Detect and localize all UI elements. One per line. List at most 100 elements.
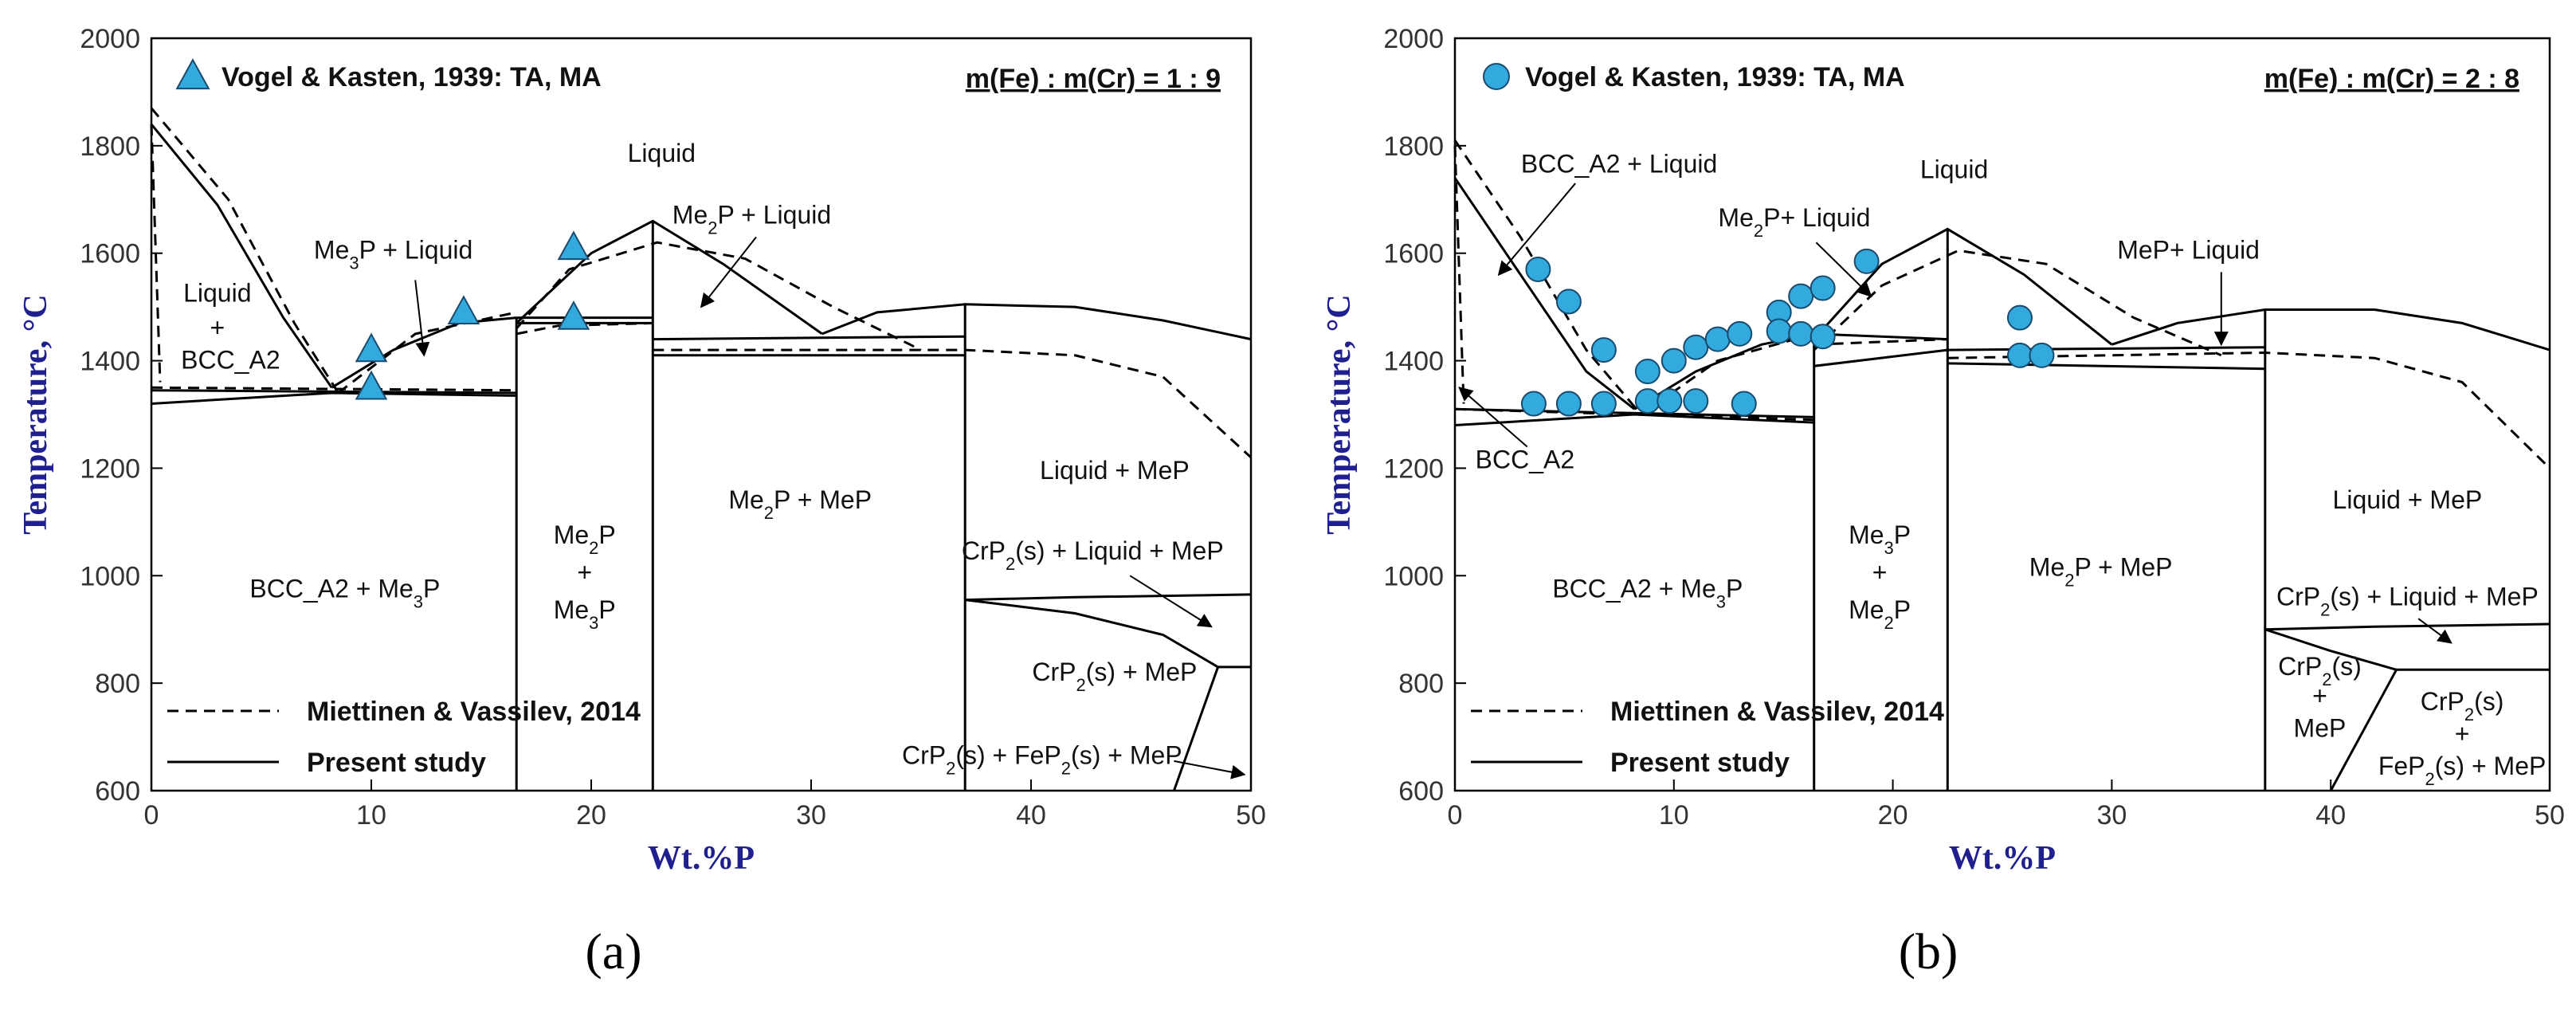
phase-boundary-present-study — [1172, 666, 1220, 791]
phase-label: BCC_A2 + Liquid — [1521, 150, 1717, 179]
phase-boundary-present-study — [965, 599, 1219, 669]
y-tick-label: 800 — [1398, 669, 1444, 699]
data-point — [557, 230, 590, 261]
plot-frame — [1453, 37, 2551, 792]
phase-label: Me2P — [554, 520, 616, 558]
chart-panel-b: 0 10 20 30 40 50 600 800 1000 1200 1400 1600 1800 200… — [1321, 24, 2565, 980]
y-tick-label: 1200 — [1383, 454, 1444, 484]
phase-boundary-present-study — [2264, 628, 2398, 671]
phase-boundary-present-study — [965, 593, 1252, 602]
phase-boundary-miettinen — [516, 241, 922, 351]
phase-boundary-miettinen — [516, 321, 653, 336]
y-tick-label: 1400 — [1383, 347, 1444, 377]
phase-label: Me2P — [1849, 595, 1911, 633]
phase-label: Me2P + MeP — [728, 485, 872, 523]
legend-line-label: Present study — [307, 748, 486, 778]
data-point — [2006, 342, 2033, 368]
x-tick-label: 20 — [576, 800, 606, 830]
y-tick-label: 1200 — [80, 454, 140, 484]
phase-label: CrP2(s) — [2421, 687, 2504, 724]
annotation-arrow — [1129, 575, 1213, 628]
x-tick-label: 30 — [2096, 800, 2127, 830]
phase-label: Liquid — [183, 278, 251, 307]
x-axis-title: Wt.%P — [1949, 840, 2056, 877]
phase-label: MeP — [2294, 714, 2347, 743]
data-point — [1660, 348, 1687, 374]
phase-boundary-present-study — [2111, 308, 2551, 351]
x-tick-label: 10 — [356, 800, 386, 830]
data-point — [1590, 391, 1617, 417]
x-tick-label: 0 — [1448, 800, 1463, 830]
data-point — [355, 370, 388, 400]
phase-boundary-miettinen — [151, 386, 517, 392]
x-tick-label: 10 — [1659, 800, 1689, 830]
data-point — [1520, 391, 1547, 417]
phase-label: Me3P + Liquid — [314, 235, 472, 273]
y-tick-label: 800 — [95, 669, 140, 699]
phase-label: + — [577, 558, 592, 587]
y-tick-label: 1600 — [1383, 239, 1444, 269]
phase-boundary-present-study — [1813, 227, 2113, 346]
data-point — [1853, 248, 1880, 274]
phase-boundary-miettinen — [1454, 407, 1814, 422]
phase-boundary-present-study — [331, 316, 517, 389]
x-tick-label: 40 — [1016, 800, 1046, 830]
annotation-arrow — [1174, 760, 1246, 779]
data-point — [1555, 289, 1582, 315]
plot-frame — [150, 37, 1253, 792]
y-axis-title: Temperature, °C — [18, 294, 54, 534]
legend-line-label: Miettinen & Vassilev, 2014 — [307, 697, 641, 727]
annotation-arrow — [1497, 183, 1576, 277]
data-point — [1727, 320, 1753, 347]
phase-label: BCC_A2 + Me3P — [1552, 574, 1743, 611]
chart-panel-a: 0 10 20 30 40 50 600 800 1000 1200 1400 1600 1800 200… — [18, 24, 1266, 980]
data-point — [1731, 391, 1757, 417]
phase-boundary-present-study — [150, 123, 333, 389]
phase-label: CrP2(s) + Liquid + MeP — [962, 536, 1224, 574]
y-tick-label: 600 — [1398, 776, 1444, 807]
data-point — [1590, 337, 1617, 363]
phase-label: CrP2(s) + Liquid + MeP — [2276, 582, 2539, 619]
composition-ratio-label: m(Fe) : m(Cr) = 2 : 8 — [2264, 64, 2519, 94]
y-tick-label: 2000 — [80, 24, 140, 54]
data-point — [1634, 388, 1660, 414]
y-tick-label: 2000 — [1383, 24, 1444, 54]
phase-label: Liquid — [628, 139, 696, 167]
annotation-arrow — [1815, 241, 1872, 297]
y-tick-label: 1600 — [80, 239, 140, 269]
phase-label: CrP2(s) + FeP2(s) + MeP — [902, 740, 1182, 778]
phase-boundary-present-study — [1813, 348, 1948, 367]
phase-label: Liquid — [1920, 155, 1988, 183]
phase-boundary-present-study — [821, 303, 1252, 341]
y-tick-label: 1000 — [80, 561, 140, 591]
data-point — [2006, 304, 2033, 331]
data-point — [1525, 256, 1551, 282]
data-point — [1788, 320, 1814, 347]
phase-label: + — [2455, 719, 2470, 748]
x-tick-label: 0 — [144, 800, 159, 830]
phase-boundary-miettinen — [150, 107, 339, 394]
phase-label: CrP2(s) — [2278, 652, 2362, 689]
phase-label: + — [210, 313, 225, 342]
phase-boundary-miettinen — [150, 124, 162, 383]
legend-experimental-label: Vogel & Kasten, 1939: TA, MA — [1525, 62, 1905, 92]
data-point — [355, 332, 388, 363]
phase-label: FeP2(s) + MeP — [2378, 752, 2547, 789]
phase-label: + — [2312, 681, 2327, 710]
y-tick-label: 1800 — [1383, 132, 1444, 162]
phase-label: BCC_A2 + Me3P — [249, 574, 440, 611]
legend-line-label: Present study — [1610, 748, 1790, 778]
phase-label: + — [1872, 558, 1888, 587]
phase-boundary-present-study — [2329, 669, 2398, 791]
x-tick-label: 30 — [796, 800, 826, 830]
x-tick-label: 50 — [2535, 800, 2565, 830]
phase-boundary-miettinen — [337, 311, 517, 395]
x-tick-label: 20 — [1878, 800, 1908, 830]
x-tick-label: 50 — [1236, 800, 1266, 830]
phase-boundary-miettinen — [1813, 338, 1948, 346]
phase-label: Liquid + MeP — [1040, 456, 1190, 485]
phase-boundary-miettinen — [1947, 351, 2551, 469]
phase-boundary-miettinen — [653, 348, 1253, 459]
y-tick-label: 600 — [95, 776, 140, 807]
phase-label: Me2P+ Liquid — [1718, 203, 1870, 241]
